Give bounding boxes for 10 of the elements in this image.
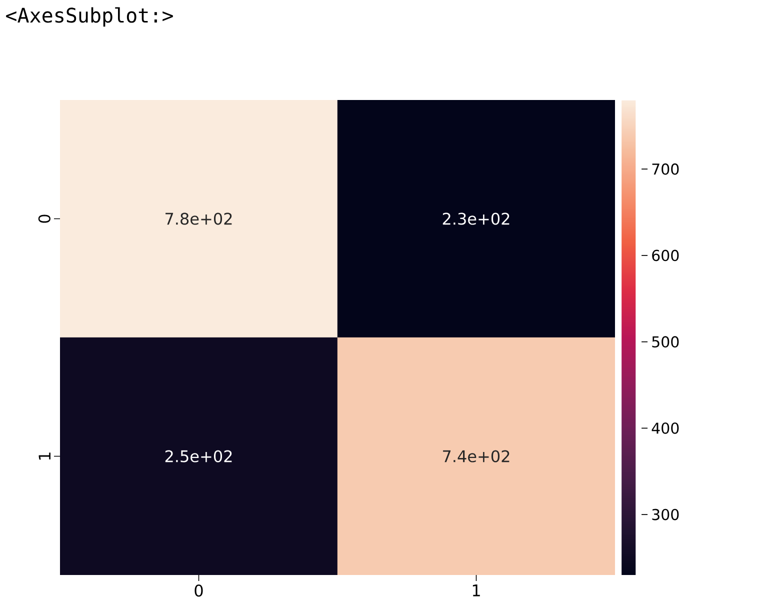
color-bar-label: 500 bbox=[652, 336, 679, 348]
text: <AxesSubplot:> bbox=[6, 7, 173, 27]
data-label: 7.4e+02 bbox=[443, 450, 510, 462]
color-bar-label: 600 bbox=[652, 250, 679, 262]
data-label: 7.8e+02 bbox=[166, 212, 232, 225]
data-label: 2.5e+02 bbox=[165, 450, 232, 462]
data-label: 2.3e+02 bbox=[442, 212, 510, 225]
color-bar-label: 300 bbox=[652, 508, 679, 520]
color-bar-label: 700 bbox=[652, 163, 679, 175]
color-bar-label: 400 bbox=[652, 422, 679, 434]
